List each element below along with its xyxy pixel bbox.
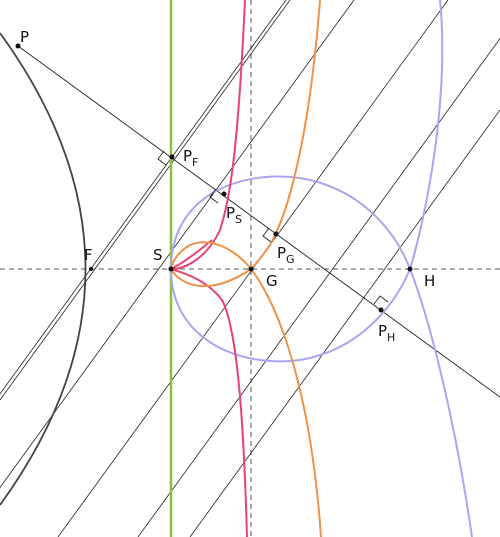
label-subscript: H	[387, 331, 395, 344]
line	[189, 109, 500, 537]
point	[407, 266, 413, 272]
label-subscript: S	[235, 213, 242, 226]
point-label: S	[153, 246, 163, 264]
points	[15, 43, 413, 313]
right-angle	[157, 150, 167, 166]
point	[168, 266, 174, 272]
right-angle	[373, 295, 389, 305]
point	[273, 231, 279, 237]
label-main: P	[226, 204, 235, 222]
label-subscript: F	[192, 156, 198, 169]
point-label: PG	[277, 244, 295, 266]
point	[15, 43, 21, 49]
right-angle	[262, 227, 272, 243]
orange-curve	[169, 0, 322, 537]
point-label: G	[266, 272, 278, 290]
label-main: G	[266, 272, 278, 290]
point-label: P	[20, 28, 29, 46]
point-label: PS	[226, 204, 242, 226]
point-label: H	[424, 272, 435, 290]
label-subscript: G	[286, 253, 295, 266]
point-label: PF	[183, 147, 198, 169]
label-main: P	[20, 28, 29, 46]
label-main: H	[424, 272, 435, 290]
normal-line	[17, 45, 500, 398]
point	[169, 154, 175, 160]
line	[137, 37, 500, 537]
label-main: F	[84, 246, 93, 264]
right-angle	[209, 188, 219, 204]
label-main: S	[153, 246, 163, 264]
point	[221, 191, 227, 197]
right-angle-marks	[157, 150, 389, 305]
point-label: F	[84, 246, 93, 264]
point	[378, 307, 384, 313]
point-label: PH	[378, 322, 395, 344]
point	[89, 267, 93, 271]
line	[0, 0, 355, 489]
point	[248, 266, 254, 272]
line	[0, 0, 291, 401]
label-main: P	[183, 147, 192, 165]
label-main: P	[277, 244, 286, 262]
parabola	[0, 32, 87, 506]
label-main: P	[378, 322, 387, 340]
